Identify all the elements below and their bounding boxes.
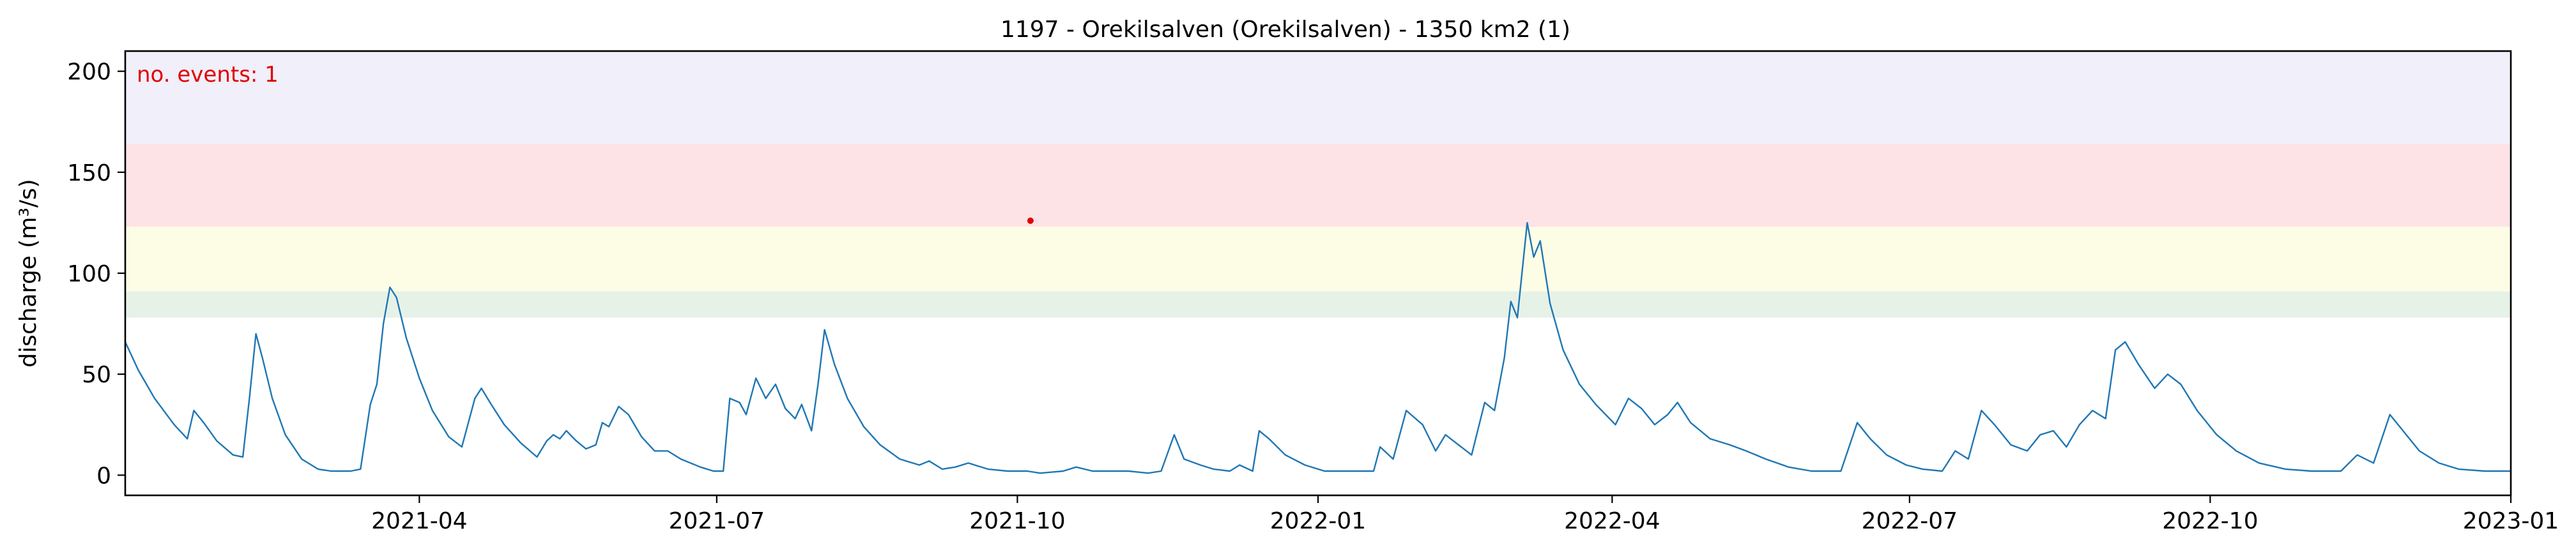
chart-title: 1197 - Orekilsalven (Orekilsalven) - 135…	[1000, 17, 1570, 43]
x-tick-label: 2021-04	[371, 508, 467, 534]
threshold-band-1	[125, 291, 2511, 318]
y-axis-ticks: 0 50 100 150 200	[67, 59, 125, 489]
y-axis-label: discharge (m³/s)	[15, 179, 42, 367]
threshold-band-4	[125, 51, 2511, 144]
y-tick-label: 100	[67, 261, 111, 287]
y-tick-label: 0	[96, 463, 111, 489]
threshold-band-3	[125, 144, 2511, 227]
x-tick-label: 2022-10	[2162, 508, 2258, 534]
threshold-band-2	[125, 227, 2511, 292]
threshold-bands	[125, 51, 2511, 318]
x-tick-label: 2022-04	[1564, 508, 1660, 534]
y-tick-label: 200	[67, 59, 111, 86]
events-count-annotation: no. events: 1	[137, 62, 279, 87]
x-tick-label: 2021-10	[969, 508, 1065, 534]
event-marker-1	[1027, 217, 1034, 224]
x-tick-label: 2023-01	[2463, 508, 2559, 534]
x-tick-label: 2022-01	[1270, 508, 1366, 534]
x-tick-label: 2021-07	[669, 508, 765, 534]
discharge-series-line	[124, 222, 2511, 474]
event-markers	[1027, 217, 1034, 224]
x-axis-ticks: 2021-04 2021-07 2021-10 2022-01 2022-04 2022-…	[371, 495, 2559, 534]
x-tick-label: 2022-07	[1862, 508, 1958, 534]
y-tick-label: 50	[82, 362, 111, 388]
y-tick-label: 150	[67, 160, 111, 186]
